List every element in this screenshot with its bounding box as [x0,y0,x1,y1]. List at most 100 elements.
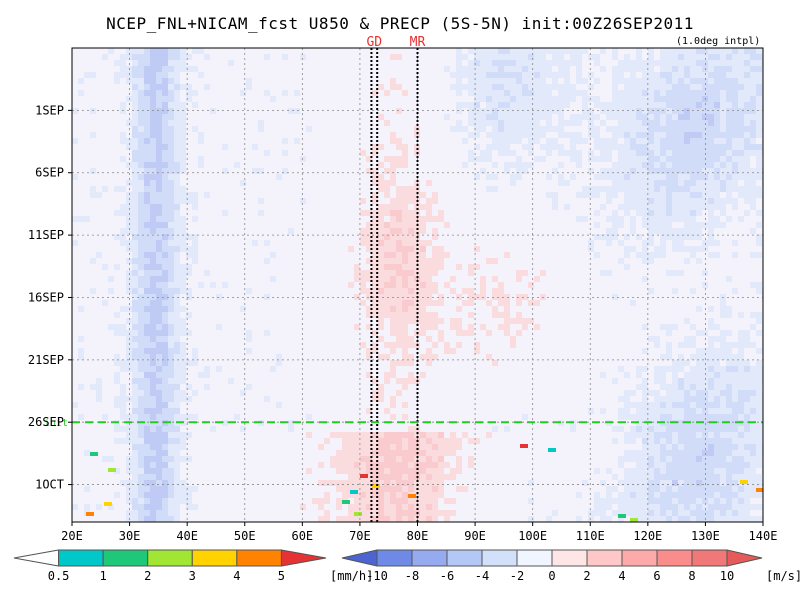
field-cell [660,102,666,108]
field-cell [492,120,498,126]
field-cell [156,60,162,66]
field-cell [192,354,198,360]
field-cell [384,240,390,246]
field-cell [756,252,762,258]
field-cell [714,186,720,192]
field-cell [180,456,186,462]
field-cell [750,228,756,234]
field-cell [690,510,696,516]
field-cell [684,318,690,324]
field-cell [654,402,660,408]
field-cell [408,336,414,342]
field-cell [156,318,162,324]
field-cell [450,276,456,282]
field-cell [732,432,738,438]
field-cell [624,90,630,96]
field-cell [174,192,180,198]
field-cell [576,492,582,498]
field-cell [696,354,702,360]
field-cell [660,462,666,468]
field-cell [144,444,150,450]
field-cell [744,372,750,378]
field-cell [636,90,642,96]
field-cell [162,426,168,432]
field-cell [168,144,174,150]
field-cell [132,144,138,150]
field-cell [408,462,414,468]
field-cell [420,498,426,504]
field-cell [366,234,372,240]
field-cell [642,102,648,108]
field-cell [390,510,396,516]
field-cell [678,366,684,372]
field-cell [690,114,696,120]
field-cell [702,372,708,378]
field-cell [654,162,660,168]
field-cell [396,258,402,264]
field-cell [132,180,138,186]
field-cell [678,132,684,138]
field-cell [390,138,396,144]
field-cell [474,174,480,180]
field-cell [642,324,648,330]
field-cell [156,426,162,432]
field-cell [162,150,168,156]
field-cell [696,330,702,336]
field-cell [714,324,720,330]
field-cell [612,102,618,108]
field-cell [600,144,606,150]
field-cell [144,66,150,72]
field-cell [642,390,648,396]
field-cell [444,66,450,72]
field-cell [372,468,378,474]
field-cell [168,282,174,288]
field-cell [672,246,678,252]
field-cell [150,246,156,252]
field-cell [384,120,390,126]
field-cell [126,396,132,402]
field-cell [600,372,606,378]
field-cell [366,438,372,444]
field-cell [492,258,498,264]
field-cell [168,474,174,480]
field-cell [504,132,510,138]
field-cell [396,468,402,474]
field-cell [150,426,156,432]
field-cell [666,342,672,348]
field-cell [672,144,678,150]
field-cell [618,96,624,102]
field-cell [726,72,732,78]
field-cell [552,60,558,66]
field-cell [624,96,630,102]
field-cell [726,456,732,462]
field-cell [666,468,672,474]
field-cell [624,210,630,216]
field-cell [516,60,522,66]
field-cell [138,402,144,408]
field-cell [696,102,702,108]
field-cell [678,504,684,510]
field-cell [138,180,144,186]
field-cell [672,456,678,462]
field-cell [366,480,372,486]
field-cell [180,366,186,372]
field-cell [648,444,654,450]
field-cell [114,402,120,408]
field-cell [156,390,162,396]
field-cell [690,108,696,114]
field-cell [720,222,726,228]
field-cell [630,468,636,474]
field-cell [576,132,582,138]
field-cell [690,390,696,396]
field-cell [606,228,612,234]
field-cell [504,66,510,72]
precip-blob [756,488,763,492]
field-cell [420,312,426,318]
field-cell [390,54,396,60]
field-cell [666,222,672,228]
field-cell [126,258,132,264]
field-cell [690,456,696,462]
x-tick-label: 80E [407,529,429,543]
field-cell [78,348,84,354]
colorbar-unit: [m/s] [766,569,800,583]
